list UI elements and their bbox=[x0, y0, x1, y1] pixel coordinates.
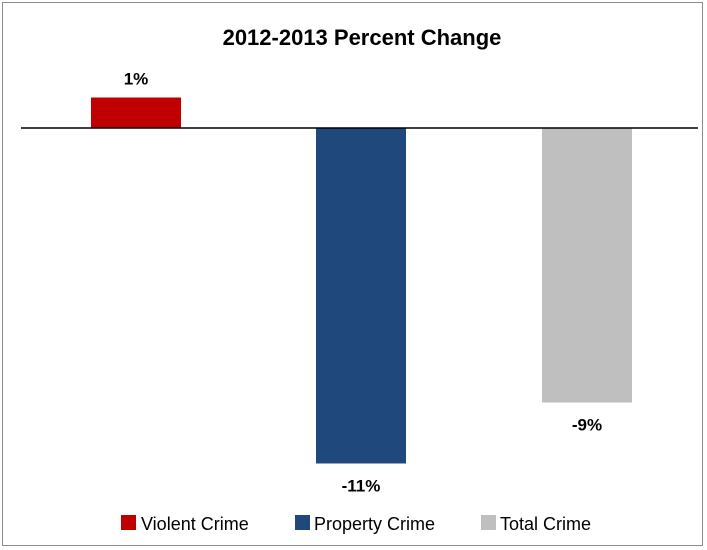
legend-swatch-property-crime bbox=[295, 515, 310, 530]
legend-label-violent-crime: Violent Crime bbox=[141, 514, 249, 534]
bar-group bbox=[91, 97, 632, 464]
data-label-total-crime: -9% bbox=[572, 416, 602, 435]
data-label-group: 1% -11% -9% bbox=[124, 70, 602, 496]
data-label-violent-crime: 1% bbox=[124, 70, 149, 89]
data-label-property-crime: -11% bbox=[342, 477, 381, 496]
legend-label-total-crime: Total Crime bbox=[500, 514, 591, 534]
legend-swatch-violent-crime bbox=[121, 515, 136, 530]
legend-swatch-total-crime bbox=[481, 515, 496, 530]
bar-violent-crime bbox=[91, 97, 181, 128]
chart-title: 2012-2013 Percent Change bbox=[223, 25, 502, 50]
bar-property-crime bbox=[316, 128, 406, 464]
legend-label-property-crime: Property Crime bbox=[314, 514, 435, 534]
bar-chart: 2012-2013 Percent Change 1% -11% -9% Viole… bbox=[21, 25, 698, 534]
legend: Violent Crime Property Crime Total Crime bbox=[121, 514, 591, 534]
bar-total-crime bbox=[542, 128, 632, 403]
